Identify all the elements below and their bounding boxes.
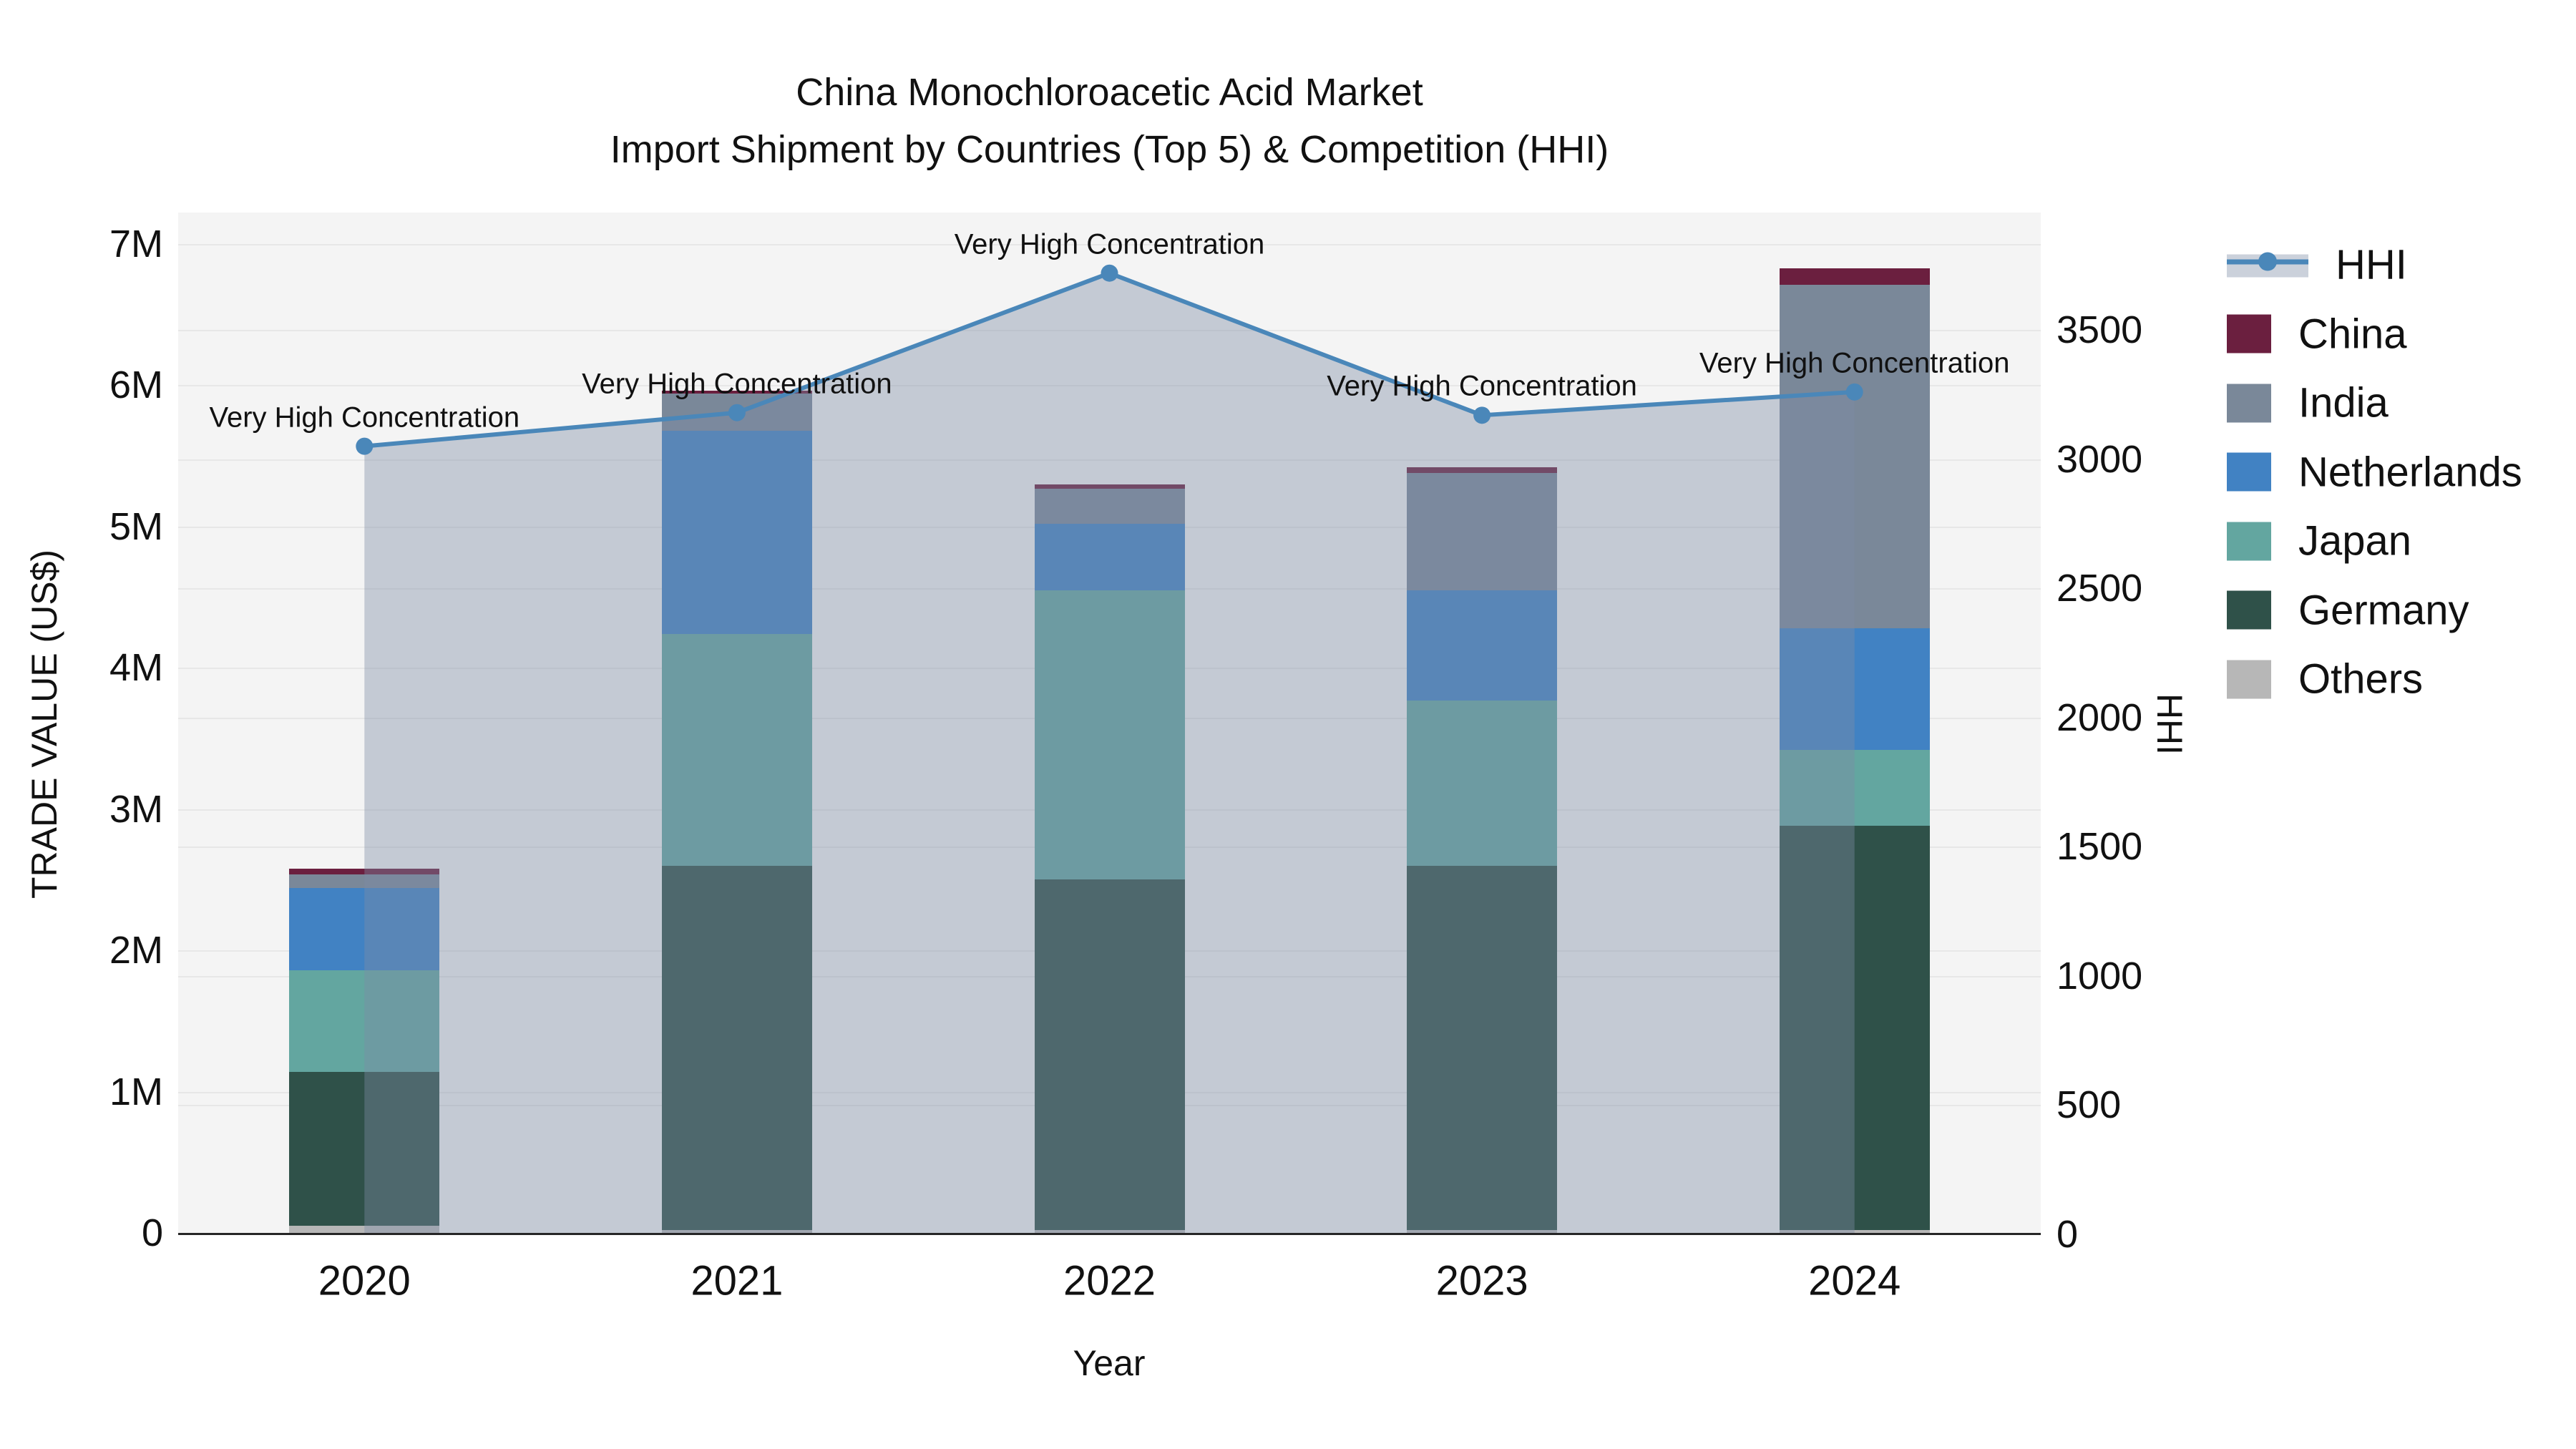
- bar-segment-china-2024[interactable]: [1779, 268, 1930, 286]
- hhi-marker-icon: [2258, 252, 2277, 270]
- y-right-tick-1000: 1000: [2057, 954, 2143, 997]
- x-tick-2024: 2024: [1808, 1257, 1901, 1304]
- legend-label-china: China: [2298, 311, 2407, 357]
- legend-label-others: Others: [2298, 655, 2424, 703]
- bar-segment-china-2023[interactable]: [1407, 467, 1558, 473]
- annotation-2021: Very High Concentration: [582, 368, 892, 400]
- bar-segment-japan-2022[interactable]: [1034, 590, 1185, 880]
- x-axis-line: [178, 1233, 2041, 1235]
- legend-swatch-china: [2227, 314, 2271, 353]
- y-left-tick-2M: 2M: [109, 929, 163, 972]
- legend-label-germany: Germany: [2298, 587, 2469, 633]
- y-left-tick-5M: 5M: [109, 504, 163, 548]
- y-left-tick-3M: 3M: [109, 787, 163, 831]
- bar-segment-others-2023[interactable]: [1407, 1230, 1558, 1233]
- y-right-tick-1500: 1500: [2057, 825, 2143, 869]
- legend-label-hhi: HHI: [2336, 241, 2407, 288]
- bar-segment-others-2022[interactable]: [1034, 1230, 1185, 1233]
- bar-segment-netherlands-2023[interactable]: [1407, 590, 1558, 701]
- bar-segment-germany-2023[interactable]: [1407, 865, 1558, 1231]
- legend-swatch-others: [2227, 660, 2271, 698]
- legend-item-india[interactable]: India: [2227, 379, 2389, 427]
- y-right-tick-3000: 3000: [2057, 437, 2143, 481]
- bar-segment-china-2021[interactable]: [661, 391, 812, 394]
- bar-segment-india-2020[interactable]: [289, 874, 440, 889]
- y-left-tick-0: 0: [141, 1211, 163, 1254]
- y-right-tick-500: 500: [2057, 1083, 2122, 1127]
- bar-segment-japan-2020[interactable]: [289, 970, 440, 1072]
- bar-segment-japan-2021[interactable]: [661, 633, 812, 866]
- bar-segment-china-2020[interactable]: [289, 868, 440, 874]
- legend-item-japan[interactable]: Japan: [2227, 517, 2411, 565]
- bar-segment-japan-2024[interactable]: [1779, 749, 1930, 826]
- bar-segment-others-2024[interactable]: [1779, 1230, 1930, 1233]
- gridline-trade-7M: [178, 243, 2041, 245]
- gridline-hhi-3500: [178, 330, 2041, 332]
- y-axis-title-right: HHI: [2150, 693, 2190, 756]
- bar-segment-netherlands-2021[interactable]: [661, 430, 812, 634]
- gridline-trade-6M: [178, 385, 2041, 387]
- y-left-tick-6M: 6M: [109, 364, 163, 407]
- bar-segment-others-2021[interactable]: [661, 1230, 812, 1233]
- bar-segment-india-2023[interactable]: [1407, 472, 1558, 590]
- chart-title: China Monochloroacetic Acid Market: [796, 71, 1423, 114]
- legend-item-germany[interactable]: Germany: [2227, 586, 2469, 634]
- bar-segment-india-2024[interactable]: [1779, 285, 1930, 628]
- bar-segment-germany-2021[interactable]: [661, 865, 812, 1231]
- bar-segment-netherlands-2024[interactable]: [1779, 628, 1930, 750]
- legend-hhi-swatch: [2227, 249, 2308, 280]
- hhi-area-fill: [364, 273, 1855, 1233]
- annotation-2023: Very High Concentration: [1327, 370, 1637, 402]
- y-left-tick-1M: 1M: [109, 1070, 163, 1113]
- annotation-2022: Very High Concentration: [954, 228, 1265, 260]
- bar-segment-netherlands-2022[interactable]: [1034, 523, 1185, 590]
- bar-segment-japan-2023[interactable]: [1407, 700, 1558, 866]
- legend-swatch-india: [2227, 384, 2271, 422]
- y-right-tick-3500: 3500: [2057, 308, 2143, 352]
- hhi-marker-2020[interactable]: [356, 437, 374, 455]
- hhi-marker-2021[interactable]: [728, 404, 746, 421]
- bar-segment-china-2022[interactable]: [1034, 484, 1185, 489]
- hhi-overlay: [356, 264, 1863, 1233]
- legend-label-japan: Japan: [2298, 517, 2412, 565]
- y-axis-title-left: TRADE VALUE (US$): [24, 549, 64, 899]
- annotation-2024: Very High Concentration: [1699, 347, 2010, 379]
- plot-area: [178, 213, 2041, 1235]
- x-tick-2021: 2021: [691, 1257, 784, 1304]
- bar-segment-india-2022[interactable]: [1034, 488, 1185, 524]
- bar-segment-germany-2024[interactable]: [1779, 826, 1930, 1231]
- bar-segment-germany-2022[interactable]: [1034, 879, 1185, 1231]
- legend-swatch-germany: [2227, 590, 2271, 630]
- x-tick-2022: 2022: [1063, 1257, 1156, 1304]
- x-tick-2023: 2023: [1435, 1257, 1528, 1304]
- legend-swatch-netherlands: [2227, 452, 2271, 492]
- legend-item-netherlands[interactable]: Netherlands: [2227, 448, 2522, 496]
- legend-item-hhi[interactable]: HHI: [2227, 241, 2407, 289]
- x-tick-2020: 2020: [318, 1257, 411, 1304]
- hhi-marker-2023[interactable]: [1473, 406, 1491, 424]
- y-right-tick-2000: 2000: [2057, 696, 2143, 739]
- y-left-tick-7M: 7M: [109, 222, 163, 265]
- gridline-hhi-3000: [178, 459, 2041, 461]
- y-left-tick-4M: 4M: [109, 646, 163, 690]
- legend-swatch-japan: [2227, 522, 2271, 560]
- bar-segment-others-2020[interactable]: [289, 1226, 440, 1233]
- legend-label-netherlands: Netherlands: [2298, 449, 2522, 495]
- legend-item-others[interactable]: Others: [2227, 655, 2423, 703]
- annotation-2020: Very High Concentration: [209, 401, 520, 434]
- y-right-tick-0: 0: [2057, 1213, 2079, 1256]
- legend-item-china[interactable]: China: [2227, 310, 2407, 358]
- bar-segment-germany-2020[interactable]: [289, 1071, 440, 1226]
- x-axis-title: Year: [1073, 1343, 1146, 1383]
- bar-segment-netherlands-2020[interactable]: [289, 888, 440, 970]
- chart-subtitle: Import Shipment by Countries (Top 5) & C…: [610, 128, 1609, 171]
- y-right-tick-2500: 2500: [2057, 567, 2143, 610]
- legend-label-india: India: [2298, 379, 2389, 426]
- hhi-marker-2024[interactable]: [1845, 383, 1863, 401]
- hhi-marker-2022[interactable]: [1101, 264, 1118, 282]
